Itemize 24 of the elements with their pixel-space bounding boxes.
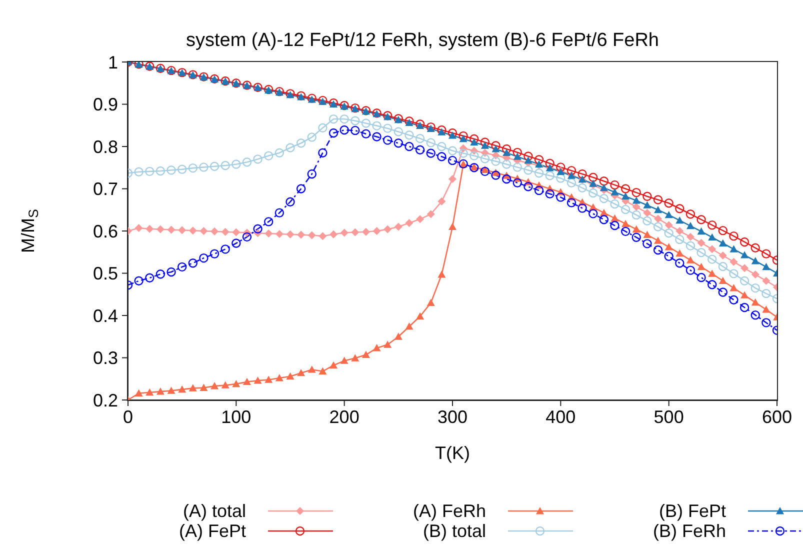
legend-label: (B) total [422, 520, 486, 542]
y-tick-label: 0.6 [92, 221, 118, 242]
x-axis-title: T(K) [435, 442, 470, 463]
x-tick-label: 200 [329, 406, 360, 427]
legend-label: (A) total [182, 500, 246, 522]
y-tick-label: 0.4 [92, 306, 118, 326]
y-tick-label: 0.3 [92, 348, 118, 368]
y-tick-label: 0.5 [92, 264, 118, 284]
y-tick-label: 0.8 [92, 136, 118, 157]
x-tick-label: 600 [762, 406, 792, 427]
legend-label: (B) FePt [658, 500, 726, 522]
x-tick-label: 300 [437, 406, 468, 427]
y-tick-label: 1 [108, 52, 118, 72]
legend-label: (B) FeRh [652, 520, 726, 542]
x-tick-label: 500 [654, 406, 684, 427]
legend-label: (A) FePt [178, 520, 246, 542]
y-tick-label: 0.9 [92, 94, 118, 115]
legend-label: (A) FeRh [412, 500, 486, 522]
x-tick-label: 400 [546, 406, 576, 427]
x-tick-label: 100 [221, 406, 252, 427]
x-tick-label: 0 [122, 406, 134, 427]
y-tick-label: 0.2 [92, 390, 118, 410]
y-tick-label: 0.7 [92, 179, 118, 200]
chart-title: system (A)-12 FePt/12 FeRh, system (B)-6 FePt/6 FeRh [184, 30, 660, 52]
